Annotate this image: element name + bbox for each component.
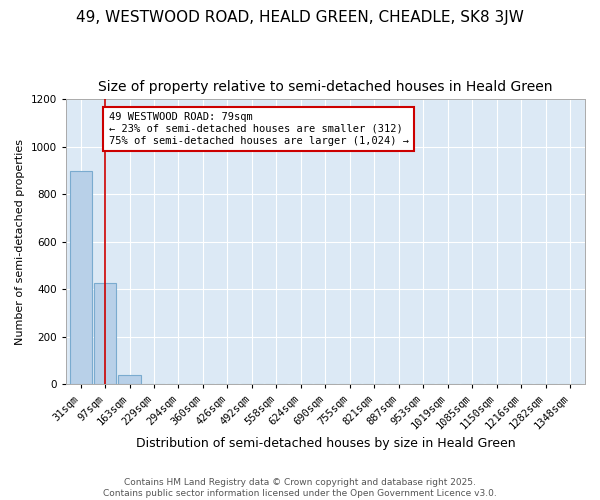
X-axis label: Distribution of semi-detached houses by size in Heald Green: Distribution of semi-detached houses by … [136, 437, 515, 450]
Bar [70, 170, 92, 384]
Text: 49 WESTWOOD ROAD: 79sqm
← 23% of semi-detached houses are smaller (312)
75% of s: 49 WESTWOOD ROAD: 79sqm ← 23% of semi-de… [109, 112, 409, 146]
Y-axis label: Number of semi-detached properties: Number of semi-detached properties [15, 139, 25, 345]
Bar [118, 375, 140, 384]
Bar [94, 284, 116, 384]
Text: 49, WESTWOOD ROAD, HEALD GREEN, CHEADLE, SK8 3JW: 49, WESTWOOD ROAD, HEALD GREEN, CHEADLE,… [76, 10, 524, 25]
Title: Size of property relative to semi-detached houses in Heald Green: Size of property relative to semi-detach… [98, 80, 553, 94]
Text: Contains HM Land Registry data © Crown copyright and database right 2025.
Contai: Contains HM Land Registry data © Crown c… [103, 478, 497, 498]
